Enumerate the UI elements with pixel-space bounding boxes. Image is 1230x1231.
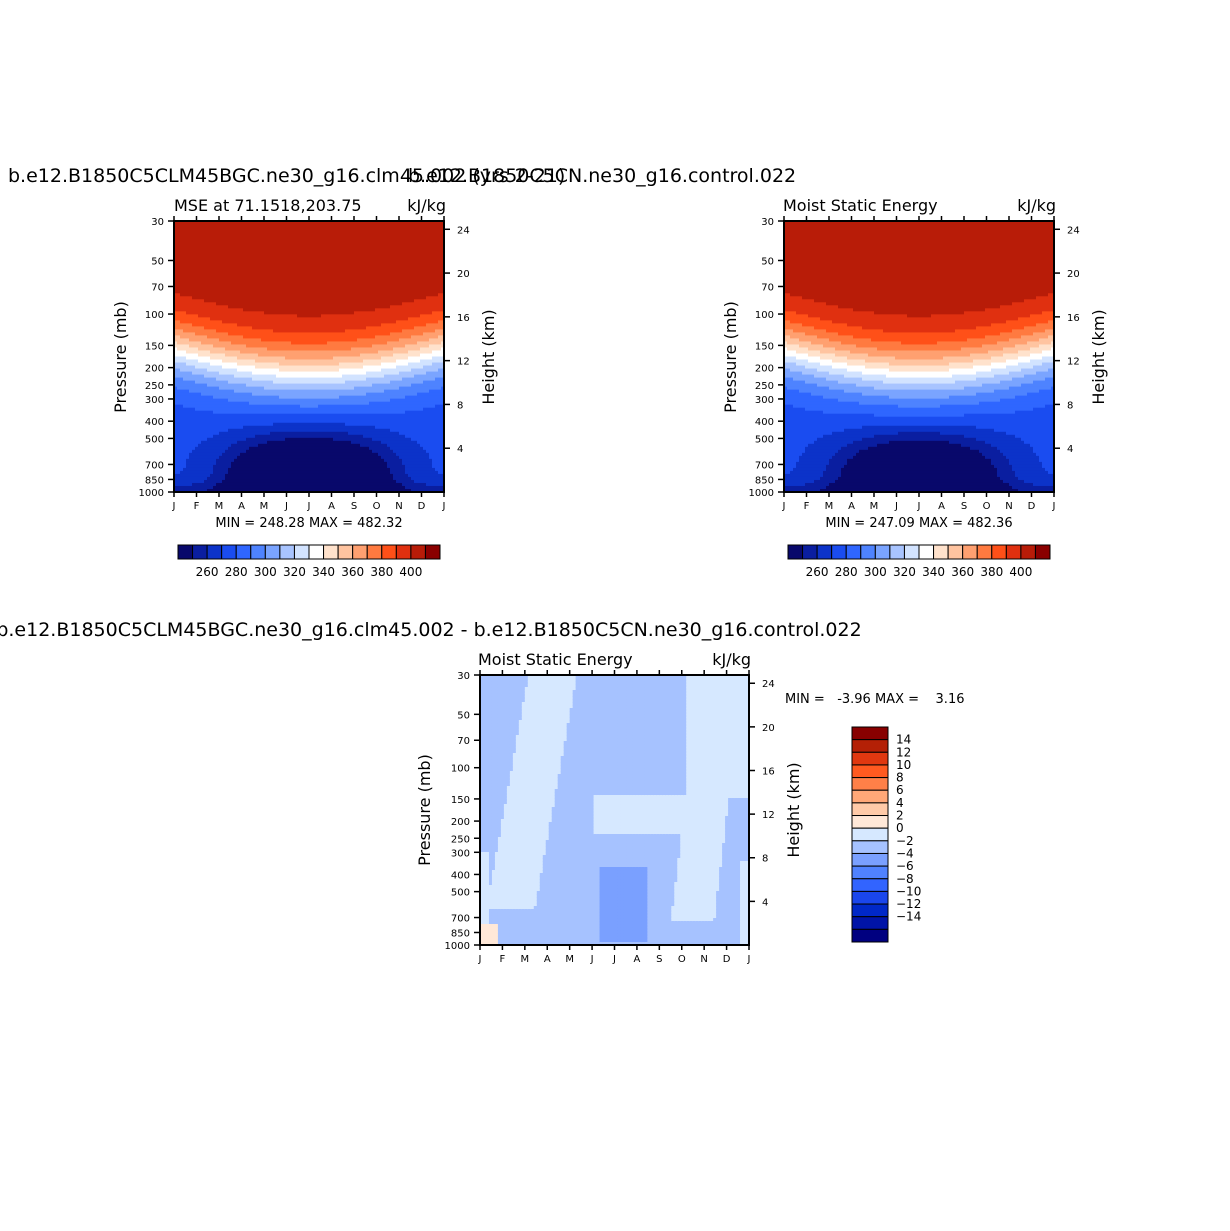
panel-left-title: MSE at 71.1518,203.75 (174, 196, 362, 215)
panel-units: kJ/kg (407, 196, 446, 215)
contour-field (174, 221, 445, 493)
panel-clm45: b.e12.B1850C5CLM45BGC.ne30_g16.clm45.002… (8, 165, 565, 579)
